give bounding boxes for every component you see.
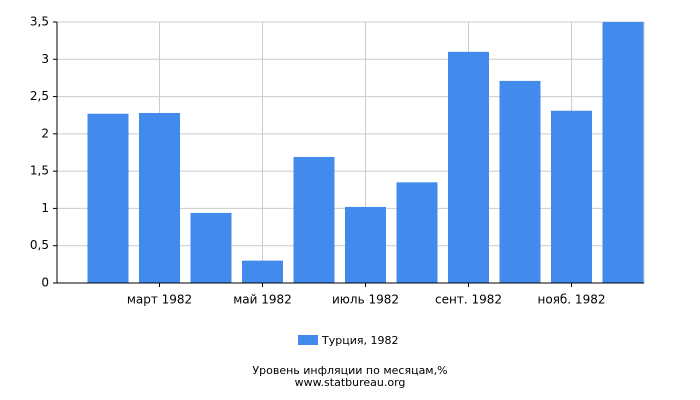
x-tick-label: май 1982: [233, 293, 292, 307]
legend-label: Турция, 1982: [321, 334, 398, 347]
x-tick-label: март 1982: [127, 293, 192, 307]
bar: [293, 156, 335, 283]
bar: [139, 112, 180, 283]
y-tick-label: 1,5: [30, 164, 49, 178]
y-tick-label: 1: [41, 201, 49, 215]
y-tick-label: 0: [41, 276, 49, 290]
legend-swatch: [298, 335, 318, 345]
bar: [448, 51, 489, 284]
bar: [190, 212, 232, 283]
x-tick-label: нояб. 1982: [538, 293, 606, 307]
bar: [345, 206, 386, 283]
y-tick-label: 0,5: [30, 238, 49, 252]
y-tick-label: 2,5: [30, 89, 49, 103]
x-tick-label: июль 1982: [332, 293, 399, 307]
y-tick-label: 3: [41, 52, 49, 66]
bar: [242, 260, 283, 283]
bar: [87, 113, 129, 283]
chart-title: Уровень инфляции по месяцам,%: [252, 364, 447, 377]
bar: [602, 22, 644, 283]
bar: [396, 182, 438, 283]
y-tick-label: 2: [41, 126, 49, 140]
bar: [551, 110, 592, 284]
bar: [499, 80, 541, 283]
y-tick-label: 3,5: [30, 15, 49, 29]
source: www.statbureau.org: [295, 376, 406, 389]
x-tick-label: сент. 1982: [435, 293, 502, 307]
